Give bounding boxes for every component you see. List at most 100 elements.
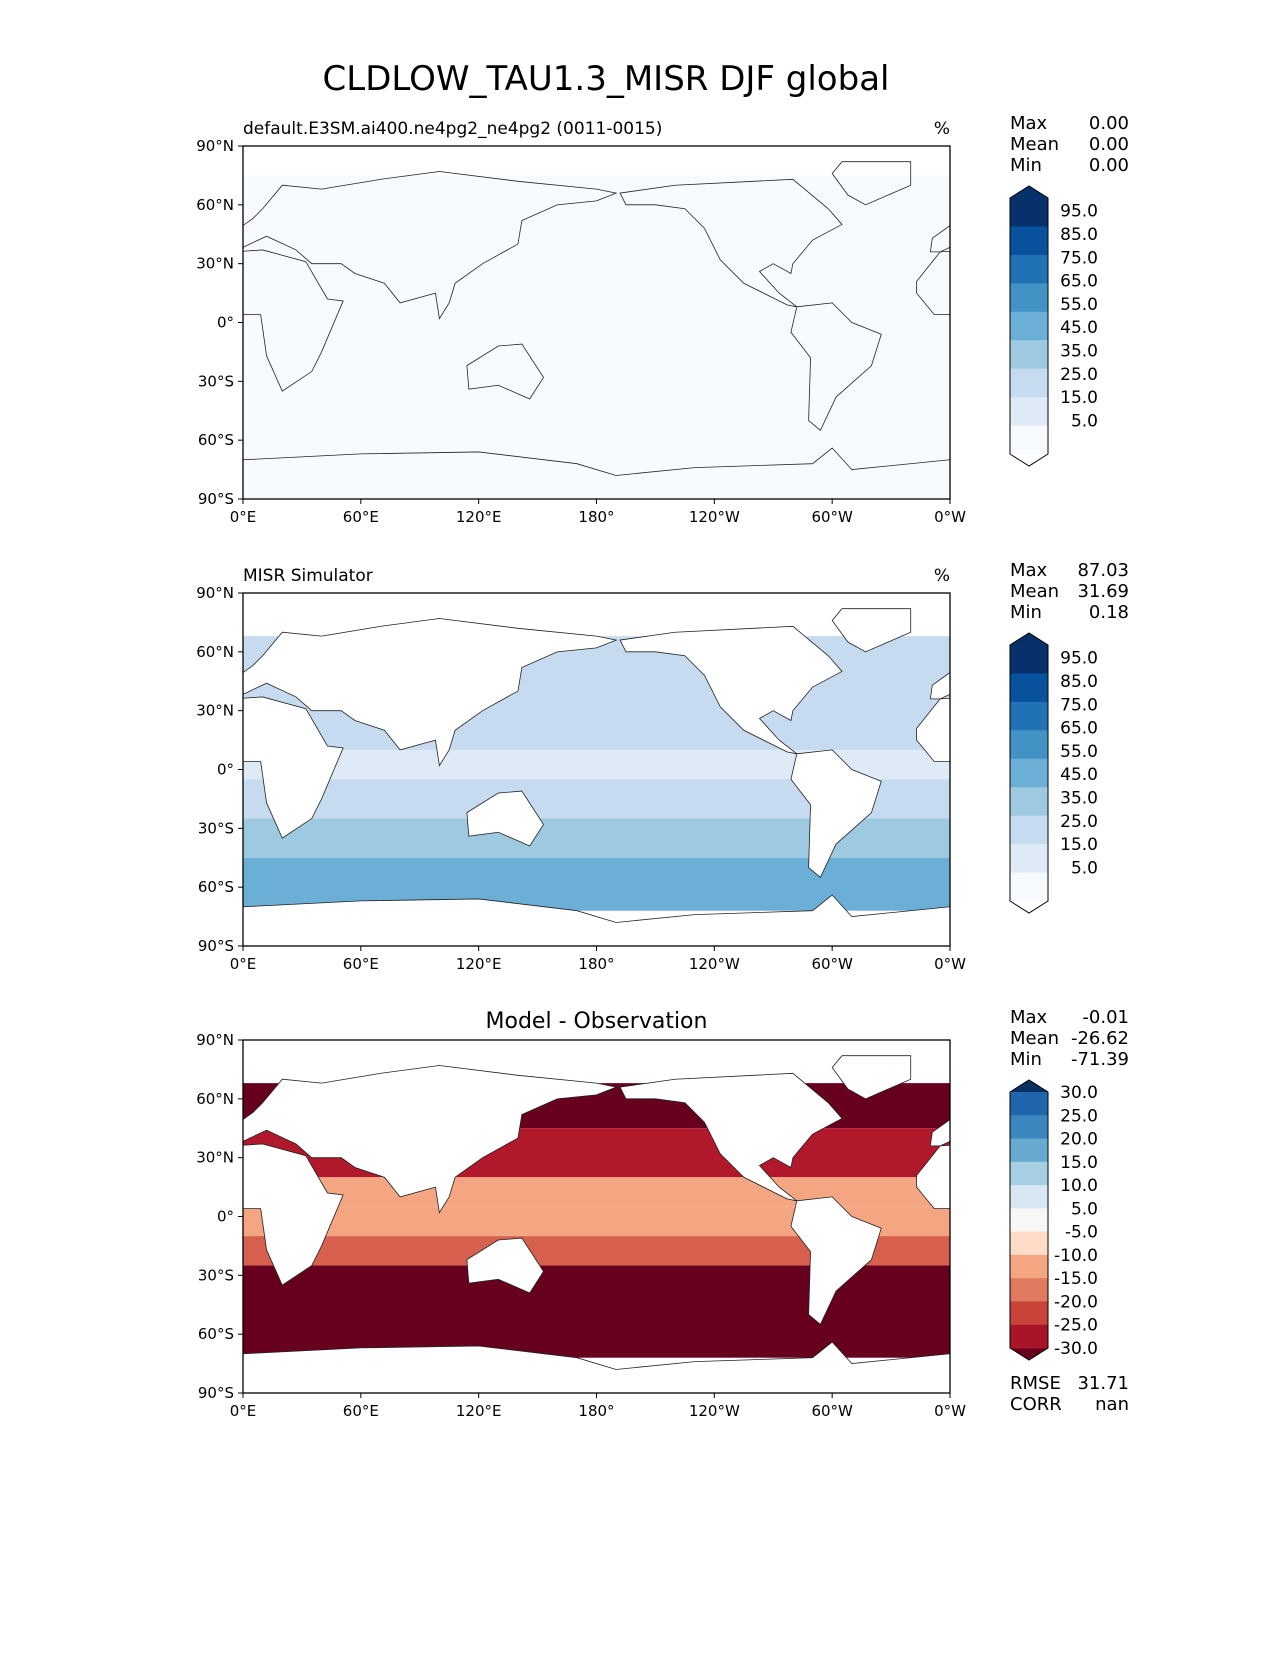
x-tick-label: 60°E: [343, 1402, 379, 1420]
stat-label: Min: [1010, 155, 1042, 176]
coastline: [1174, 1238, 1251, 1293]
colorbar-segment: [1010, 1324, 1048, 1349]
y-tick-label: 60°N: [196, 1090, 234, 1108]
colorbar-tick-label: 75.0: [1060, 248, 1098, 268]
colorbar-segment: [1010, 425, 1048, 455]
colorbar-tick-label: 35.0: [1060, 788, 1098, 808]
y-tick-label: 90°S: [198, 937, 234, 955]
figure-title: CLDLOW_TAU1.3_MISR DJF global: [323, 59, 890, 99]
x-tick-label: 0°W: [934, 955, 966, 973]
x-tick-label: 120°W: [689, 955, 740, 973]
x-tick-label: 0°W: [934, 508, 966, 526]
y-tick-label: 0°: [217, 761, 234, 779]
colorbar-tick-label: 25.0: [1060, 812, 1098, 832]
colorbar-tick-label: -10.0: [1054, 1246, 1098, 1266]
colorbar-tick-label: 85.0: [1060, 225, 1098, 245]
x-tick-label: 60°W: [811, 1402, 853, 1420]
colorbar-extend-high: [1010, 633, 1048, 645]
colorbar-segment: [1010, 787, 1048, 817]
coastline: [916, 250, 950, 316]
y-tick-label: 90°S: [198, 1384, 234, 1402]
x-tick-label: 120°E: [456, 508, 502, 526]
stat-value-min: 0.18: [1089, 602, 1129, 623]
y-tick-label: 30°S: [198, 372, 234, 390]
colorbar-extend-low: [1010, 454, 1048, 466]
x-tick-label: 120°W: [689, 1402, 740, 1420]
coastline: [619, 625, 843, 755]
coastline: [619, 178, 843, 308]
colorbar-outline: [1009, 1079, 1049, 1361]
stat-value-corr: nan: [1095, 1394, 1129, 1415]
colorbar-segment: [1010, 815, 1048, 845]
colorbar-segment: [1010, 1138, 1048, 1163]
colorbar-tick-label: -30.0: [1054, 1339, 1098, 1359]
field-band: [243, 175, 950, 499]
y-tick-label: 30°N: [196, 255, 234, 273]
colorbar-segment: [1010, 340, 1048, 370]
coastline: [929, 1119, 950, 1147]
colorbar-tick-label: 5.0: [1071, 1199, 1098, 1219]
map-panel-2: 0°E 60°E 120°E 180° 120°W 60°W 0°W 90°N 60°N 30°N…: [196, 560, 1251, 973]
colorbar-tick-label: 15.0: [1060, 835, 1098, 855]
y-tick-label: 60°N: [196, 643, 234, 661]
y-tick-label: 30°S: [198, 819, 234, 837]
colorbar-tick-label: -5.0: [1065, 1223, 1098, 1243]
colorbar-extend-high: [1010, 1080, 1048, 1092]
coastline: [1174, 791, 1251, 846]
colorbar-segment: [1010, 872, 1048, 902]
stat-value-min: -71.39: [1071, 1049, 1129, 1070]
colorbar-outline: [1009, 632, 1049, 914]
y-tick-label: 90°N: [196, 137, 234, 155]
stat-label: Max: [1010, 1007, 1048, 1028]
y-tick-label: 30°N: [196, 1149, 234, 1167]
coastline: [831, 1055, 912, 1100]
coastline: [916, 697, 950, 763]
colorbar-tick-label: 45.0: [1060, 765, 1098, 785]
stat-label: Max: [1010, 560, 1048, 581]
colorbar-segment: [1010, 844, 1048, 874]
x-tick-label: 120°E: [456, 955, 502, 973]
colorbar-tick-label: 75.0: [1060, 695, 1098, 715]
colorbar-tick-label: 5.0: [1071, 411, 1098, 431]
colorbar-segment: [1010, 645, 1048, 674]
colorbar-segment: [1010, 673, 1048, 703]
colorbar: 95.0 85.0 75.0 65.0 55.0 45.0 35.0 25.0 15.0 5.0: [1009, 185, 1098, 467]
colorbar-segment: [1010, 1301, 1048, 1326]
coastline: [831, 161, 912, 206]
coastline: [243, 1143, 344, 1286]
units-label: %: [934, 566, 950, 586]
panel-title: Model - Observation: [486, 1009, 708, 1034]
colorbar-tick-label: 85.0: [1060, 672, 1098, 692]
colorbar-tick-label: 55.0: [1060, 295, 1098, 315]
stat-value-min: 0.00: [1089, 155, 1129, 176]
colorbar-segment: [1010, 1115, 1048, 1140]
coastline: [619, 1072, 843, 1202]
x-tick-label: 0°W: [934, 1402, 966, 1420]
coastline: [243, 249, 344, 392]
coastline: [916, 1144, 950, 1210]
field-band: [243, 1177, 950, 1207]
stat-label: Mean: [1010, 1028, 1059, 1049]
stat-label: CORR: [1010, 1394, 1062, 1415]
colorbar-segment: [1010, 1185, 1048, 1209]
colorbar-tick-label: 5.0: [1071, 858, 1098, 878]
y-tick-label: 90°S: [198, 490, 234, 508]
coastline: [243, 696, 344, 839]
colorbar-tick-label: 15.0: [1060, 1153, 1098, 1173]
y-tick-label: 60°S: [198, 431, 234, 449]
stat-label: Min: [1010, 602, 1042, 623]
colorbar-tick-label: 15.0: [1060, 388, 1098, 408]
coastline: [243, 1065, 618, 1214]
y-tick-label: 90°N: [196, 1031, 234, 1049]
coastline: [929, 225, 950, 253]
stat-label: Min: [1010, 1049, 1042, 1070]
colorbar-tick-label: 25.0: [1060, 365, 1098, 385]
stat-label: Mean: [1010, 581, 1059, 602]
colorbar-tick-label: 20.0: [1060, 1130, 1098, 1150]
units-label: %: [934, 119, 950, 139]
colorbar-tick-label: -15.0: [1054, 1269, 1098, 1289]
x-tick-label: 180°: [578, 1402, 614, 1420]
map-panel-3: 0°E 60°E 120°E 180° 120°W 60°W 0°W 90°N 60°N 30°N…: [196, 1007, 1251, 1420]
